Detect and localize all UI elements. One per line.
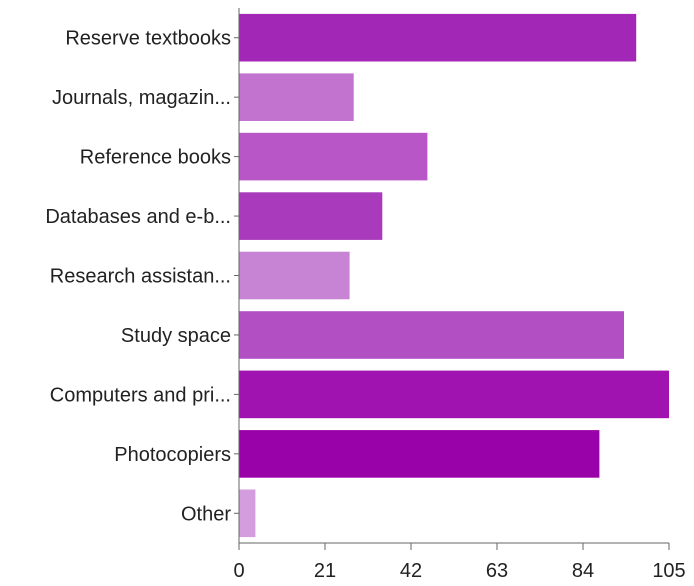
- category-label-3: Databases and e-b...: [45, 206, 231, 228]
- bar-2: [239, 132, 428, 181]
- bar-4: [239, 251, 350, 300]
- x-tick-label-3: 63: [486, 560, 508, 582]
- bar-3: [239, 192, 383, 240]
- category-labels-group: Reserve textbooks Journals, magazin... Ref…: [45, 28, 239, 525]
- category-label-0: Reserve textbooks: [65, 28, 231, 50]
- bars-group: [239, 13, 669, 538]
- category-label-7: Photocopiers: [114, 444, 231, 466]
- category-label-5: Study space: [121, 325, 231, 347]
- category-label-2: Reference books: [80, 147, 231, 169]
- bar-5: [239, 311, 624, 359]
- category-label-8: Other: [181, 503, 231, 525]
- category-label-4: Research assistan...: [50, 266, 231, 288]
- bar-0: [239, 13, 637, 62]
- x-tick-label-2: 42: [400, 560, 422, 582]
- x-ticks-group: 0 21 42 63 84 105: [233, 543, 686, 582]
- x-tick-label-0: 0: [233, 560, 244, 582]
- axes-group: [238, 8, 669, 544]
- x-tick-label-1: 21: [314, 560, 336, 582]
- x-tick-label-4: 84: [572, 560, 594, 582]
- bar-1: [239, 73, 354, 121]
- category-label-1: Journals, magazin...: [52, 87, 231, 109]
- bar-8: [239, 489, 256, 538]
- bar-6: [239, 370, 669, 419]
- bar-7: [239, 430, 600, 478]
- category-label-6: Computers and pri...: [50, 384, 231, 406]
- x-tick-label-5: 105: [652, 560, 685, 582]
